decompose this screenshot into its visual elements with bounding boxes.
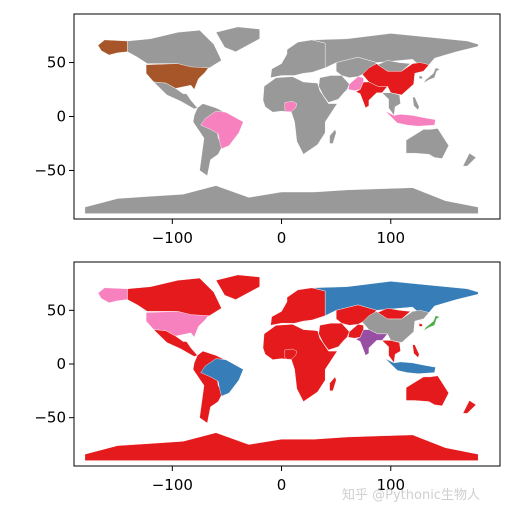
country-mexico-c-america <box>153 81 198 110</box>
country-nigeria <box>284 101 298 112</box>
land-layer <box>84 274 479 461</box>
land-layer <box>84 26 479 214</box>
x-tick-label: 0 <box>277 476 287 494</box>
country-japan <box>423 67 441 84</box>
country-russia <box>312 33 479 71</box>
country-greenland <box>215 26 260 53</box>
x-tick-label: 100 <box>376 229 405 247</box>
country-indonesia <box>385 358 436 374</box>
country-europe <box>270 39 326 78</box>
x-tick-label: −100 <box>152 229 193 247</box>
x-tick-label: −100 <box>152 476 193 494</box>
country-south-america-west <box>192 103 226 177</box>
country-philippines <box>412 96 420 111</box>
country-united-states <box>145 63 209 90</box>
map-panel-bottom: −100 0 100 −50 0 50 <box>34 261 501 494</box>
country-africa <box>262 324 338 402</box>
country-russia <box>312 281 479 319</box>
country-madagascar <box>329 376 337 391</box>
country-mongolia <box>377 307 411 320</box>
y-tick-label: −50 <box>34 161 66 179</box>
country-korea <box>419 322 423 327</box>
country-canada <box>127 277 222 316</box>
country-europe <box>270 287 326 326</box>
map-panel-top: −100 0 100 −50 0 50 <box>34 13 501 247</box>
country-se-asia <box>381 92 401 116</box>
watermark: 知乎 @Pythonic生物人 <box>342 488 480 503</box>
y-tick-label: 0 <box>56 108 66 126</box>
country-antarctica <box>84 185 479 214</box>
country-pakistan <box>347 76 364 91</box>
country-philippines <box>412 344 420 358</box>
country-pakistan <box>347 324 364 339</box>
x-tick-label: 0 <box>277 229 287 247</box>
country-greenland <box>215 274 260 300</box>
country-indonesia <box>385 110 436 127</box>
country-new-zealand <box>462 400 477 414</box>
y-tick-label: 50 <box>47 301 66 319</box>
country-alaska <box>97 287 128 304</box>
country-mongolia <box>377 60 411 72</box>
y-tick-label: 0 <box>56 355 66 373</box>
country-canada <box>127 29 222 69</box>
y-tick-label: 50 <box>47 54 66 72</box>
country-se-asia <box>381 340 401 364</box>
country-united-states <box>145 311 209 338</box>
country-madagascar <box>329 128 337 144</box>
country-middle-east <box>318 323 350 351</box>
country-middle-east <box>318 75 350 103</box>
y-tick-label: −50 <box>34 409 66 427</box>
country-nigeria <box>284 348 298 360</box>
country-japan <box>423 315 441 331</box>
country-brazil <box>200 358 244 397</box>
country-antarctica <box>84 432 479 461</box>
country-australia <box>405 128 449 159</box>
country-alaska <box>97 39 128 56</box>
country-south-america-west <box>192 350 226 424</box>
country-australia <box>405 375 449 407</box>
country-africa <box>262 76 338 155</box>
country-mexico-c-america <box>153 329 198 357</box>
country-new-zealand <box>462 152 477 167</box>
x-tick-label: 100 <box>376 476 405 494</box>
country-brazil <box>200 110 244 150</box>
country-korea <box>419 75 423 79</box>
